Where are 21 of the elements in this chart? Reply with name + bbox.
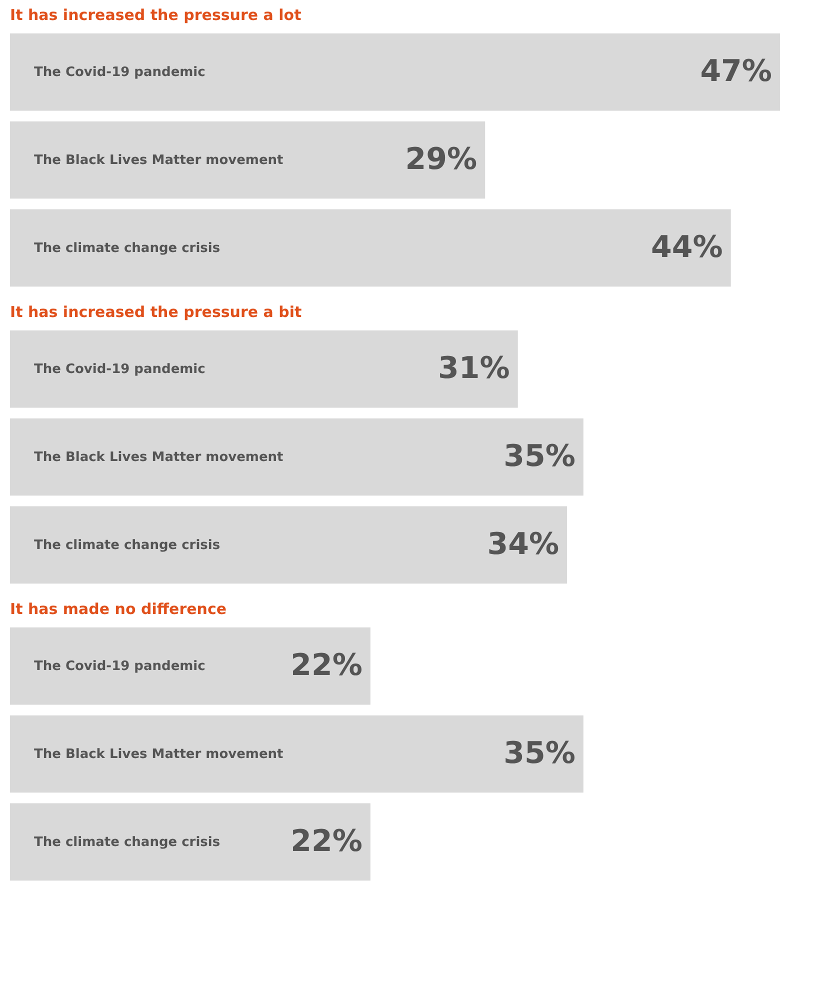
chart-title: It has increased the pressure a lot bbox=[10, 6, 302, 24]
category-label: The Covid-19 pandemic bbox=[34, 659, 206, 674]
category-label: The Black Lives Matter movement bbox=[34, 747, 284, 762]
category-label: The Black Lives Matter movement bbox=[34, 450, 284, 465]
data-label: 34% bbox=[487, 526, 560, 562]
chart-title: It has made no difference bbox=[10, 600, 227, 618]
data-label: 35% bbox=[504, 439, 576, 474]
data-label: 47% bbox=[700, 54, 772, 90]
category-label: The Covid-19 pandemic bbox=[34, 362, 206, 378]
category-label: The climate change crisis bbox=[34, 240, 220, 256]
data-label: 29% bbox=[405, 142, 478, 177]
data-label: 31% bbox=[438, 351, 510, 386]
data-label: 22% bbox=[290, 648, 362, 684]
category-label: The Black Lives Matter movement bbox=[34, 153, 284, 168]
data-label: 35% bbox=[504, 736, 576, 771]
category-label: The climate change crisis bbox=[34, 834, 220, 850]
category-label: The climate change crisis bbox=[34, 538, 220, 553]
category-label: The Covid-19 pandemic bbox=[34, 65, 206, 80]
data-label: 44% bbox=[651, 230, 723, 265]
chart-title: It has increased the pressure a bit bbox=[10, 303, 302, 321]
data-label: 22% bbox=[290, 824, 362, 859]
